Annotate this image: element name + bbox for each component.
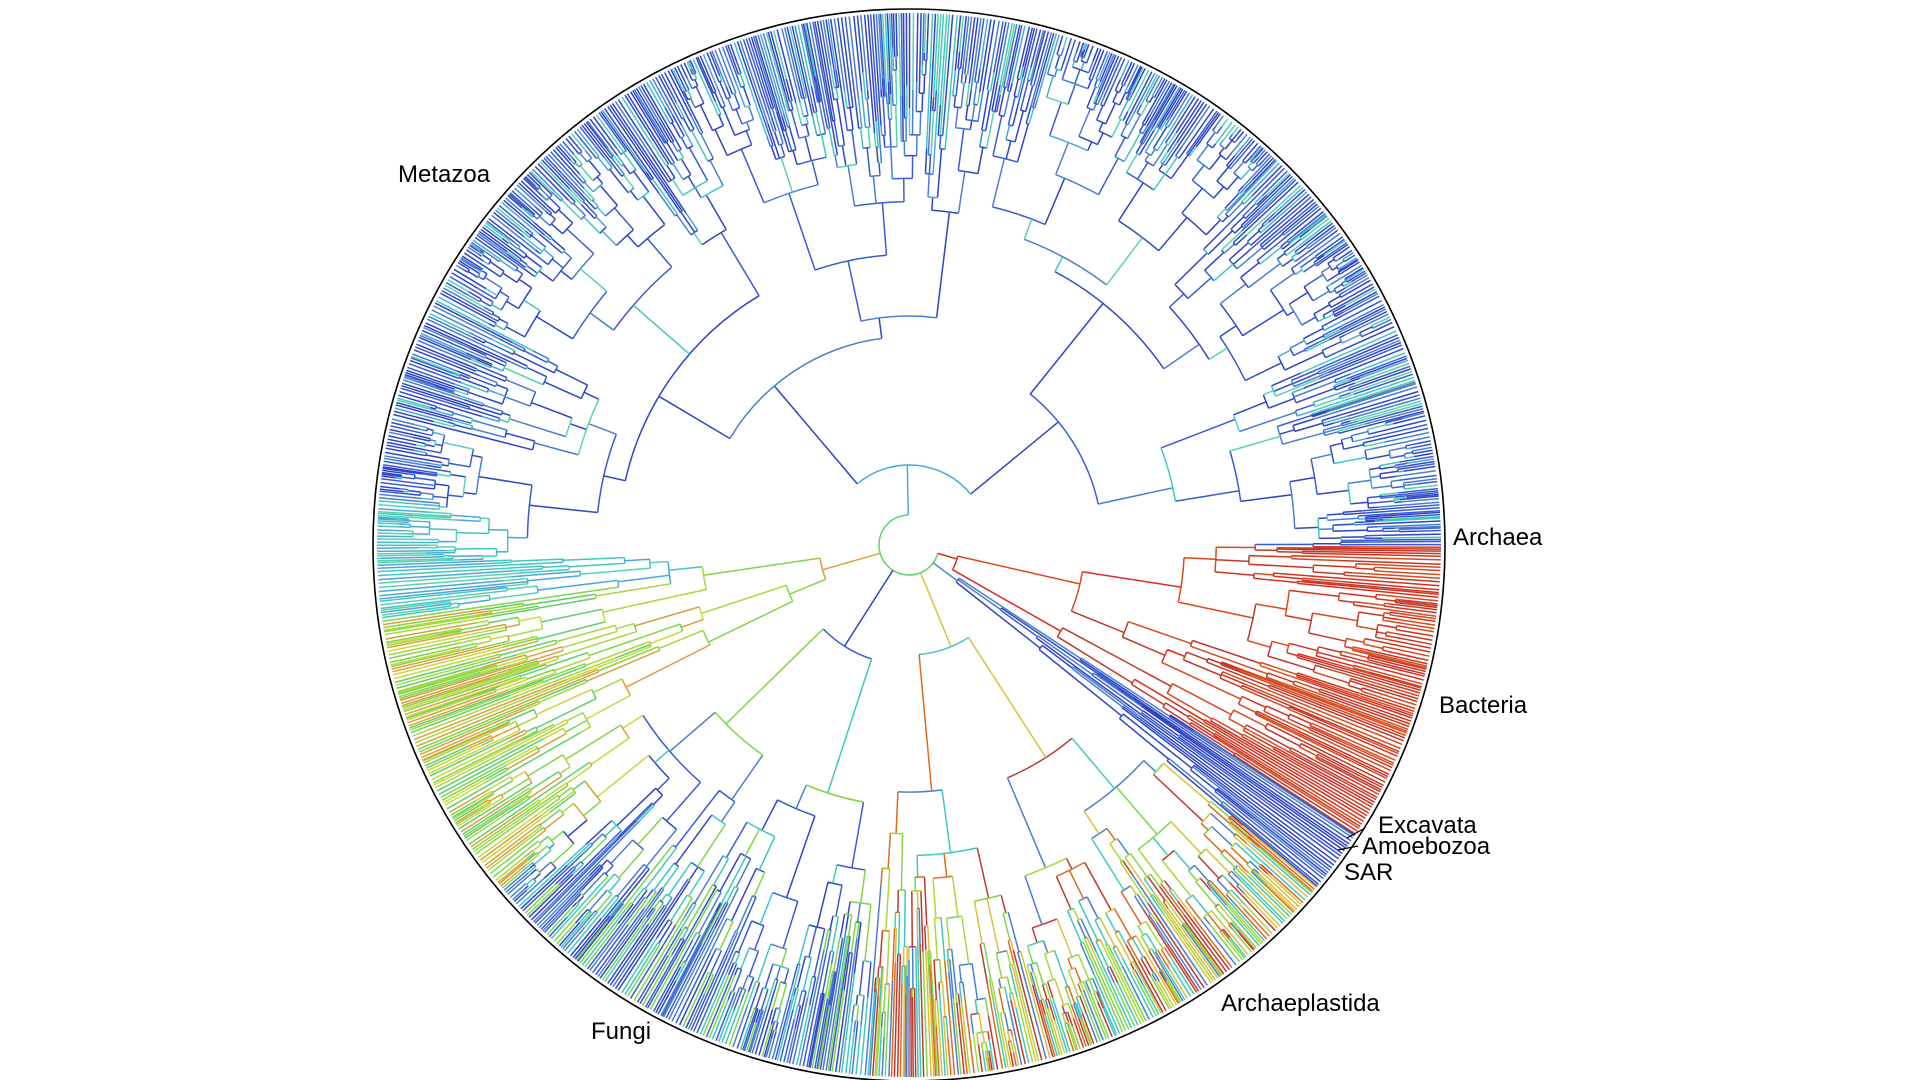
clade-label: Excavata: [1378, 812, 1477, 839]
branch: [379, 13, 1441, 1078]
branch: [386, 606, 705, 864]
branch: [379, 12, 1441, 1073]
branch: [877, 654, 1315, 1078]
clade-label: Amoebozoa: [1362, 833, 1491, 860]
branch: [957, 546, 1442, 835]
clade-label: SAR: [1344, 859, 1393, 886]
branch: [376, 13, 1441, 1077]
clade-label: Archaeplastida: [1221, 990, 1380, 1017]
clade-label: Fungi: [591, 1018, 651, 1045]
leader-line: [1337, 845, 1359, 851]
branch: [382, 552, 881, 887]
branch: [376, 18, 1435, 614]
leader-line: [1346, 827, 1366, 839]
branch: [383, 566, 1293, 1077]
tree-branches: [376, 12, 1442, 1078]
branch: [382, 557, 1313, 1077]
branch: [937, 543, 1442, 828]
branch: [376, 12, 1438, 616]
clade-label: Metazoa: [398, 161, 491, 188]
clade-label: Bacteria: [1439, 692, 1528, 719]
outer-circle: [372, 8, 1446, 1080]
clade-label: Archaea: [1453, 524, 1543, 551]
